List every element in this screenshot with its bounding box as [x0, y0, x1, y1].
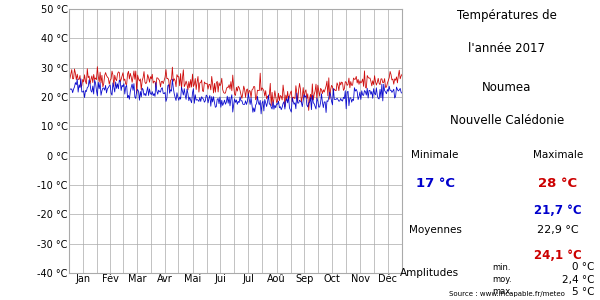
Text: 2,4 °C: 2,4 °C — [562, 275, 594, 285]
Text: Source : www.incapable.fr/meteo: Source : www.incapable.fr/meteo — [449, 291, 565, 297]
Text: Nouvelle Calédonie: Nouvelle Calédonie — [450, 114, 564, 127]
Text: Noumea: Noumea — [482, 81, 532, 94]
Text: Amplitudes: Amplitudes — [400, 268, 458, 278]
Text: 21,7 °C: 21,7 °C — [534, 204, 582, 217]
Text: 22,9 °C: 22,9 °C — [537, 225, 579, 235]
Text: Maximale: Maximale — [533, 150, 583, 160]
Text: min.: min. — [492, 262, 511, 272]
Text: 17 °C: 17 °C — [415, 177, 455, 190]
Text: Températures de: Températures de — [457, 9, 557, 22]
Text: max.: max. — [492, 287, 513, 296]
Text: 24,1 °C: 24,1 °C — [534, 249, 582, 262]
Text: 0 °C: 0 °C — [572, 262, 594, 272]
Text: moy.: moy. — [492, 275, 512, 284]
Text: Moyennes: Moyennes — [409, 225, 461, 235]
Text: l'année 2017: l'année 2017 — [469, 42, 545, 55]
Text: 28 °C: 28 °C — [538, 177, 578, 190]
Text: Minimale: Minimale — [412, 150, 458, 160]
Text: 5 °C: 5 °C — [571, 287, 594, 297]
